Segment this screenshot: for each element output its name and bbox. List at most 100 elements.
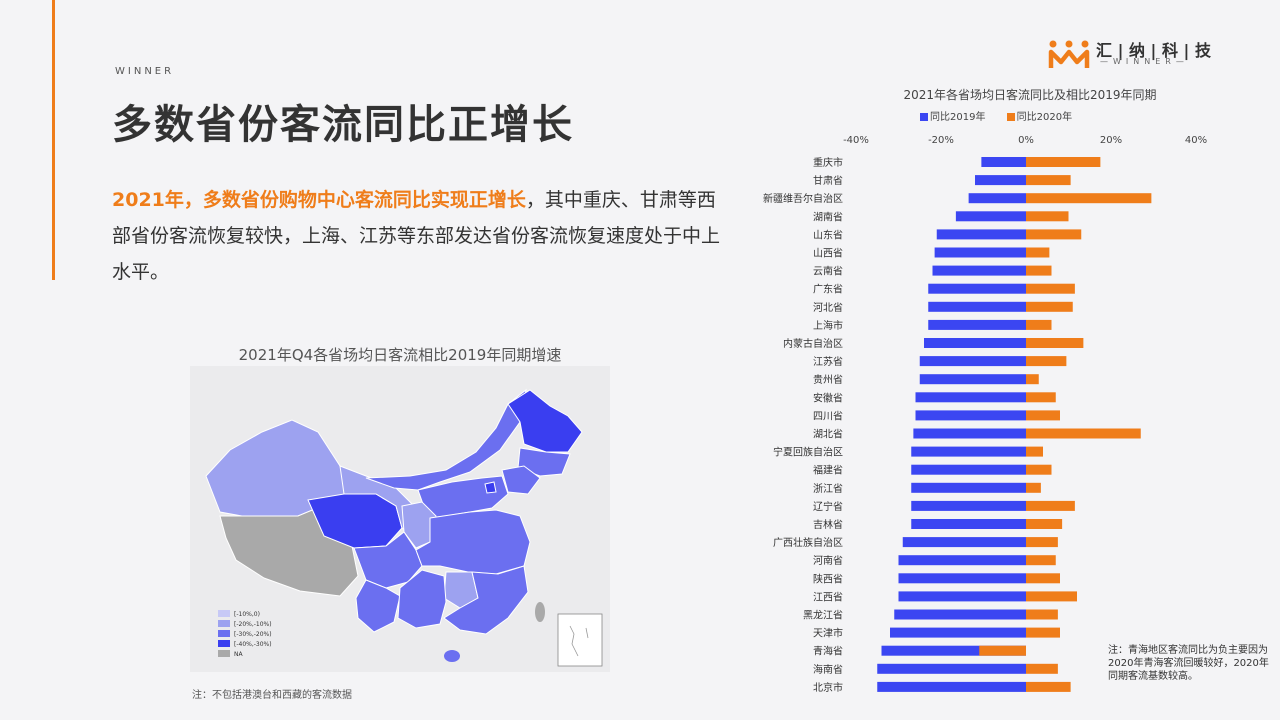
- bar-2019: [911, 464, 1026, 475]
- category-label: 江西省: [813, 590, 843, 603]
- region-southeast: [443, 565, 529, 635]
- bar-2020: [1026, 627, 1060, 638]
- region-guangxi: [397, 569, 447, 629]
- bar-2020: [1026, 211, 1069, 222]
- summary-paragraph: 2021年，多数省份购物中心客流同比实现正增长，其中重庆、甘肃等西部省份客流恢复…: [112, 182, 724, 290]
- chart-note: 注：青海地区客流同比为负主要因为2020年青海客流回暖较好，2020年同期客流基…: [1108, 645, 1269, 682]
- bar-2020: [1026, 555, 1056, 566]
- bar-2020: [1026, 428, 1141, 439]
- category-label: 山东省: [813, 228, 843, 241]
- category-label: 安徽省: [813, 391, 843, 404]
- bar-2020: [1026, 609, 1058, 620]
- bar-2019: [915, 392, 1026, 403]
- bar-2020: [1026, 338, 1084, 348]
- bar-2019: [928, 301, 1026, 312]
- category-label: 福建省: [813, 464, 843, 477]
- bar-2020: [1026, 319, 1052, 330]
- bar-2019: [919, 356, 1026, 367]
- bar-2019: [955, 211, 1026, 222]
- region-beijing: [484, 481, 497, 494]
- bar-2020: [1026, 500, 1075, 511]
- bar-2020: [1026, 157, 1101, 167]
- brand-label: WINNER: [115, 66, 175, 77]
- bar-2020: [1026, 392, 1056, 403]
- bar-2020: [1026, 482, 1041, 493]
- region-heilongjiang: [507, 389, 583, 453]
- bar-2019: [936, 229, 1026, 240]
- category-label: 宁夏回族自治区: [773, 446, 843, 459]
- company-logo: 汇 | 纳 | 科 | 技 —WINNER—: [1048, 38, 1218, 70]
- x-tick-label: -20%: [928, 135, 954, 146]
- category-label: 山西省: [813, 247, 843, 260]
- category-label: 甘肃省: [813, 174, 843, 187]
- bar-2019: [934, 247, 1026, 258]
- bar-2020: [1026, 663, 1058, 674]
- region-yunnan: [355, 579, 401, 633]
- bar-2019: [928, 319, 1026, 330]
- category-label: 广东省: [813, 283, 843, 296]
- category-label: 青海省: [813, 645, 843, 658]
- bar-2019: [928, 283, 1026, 294]
- category-label: 天津市: [813, 627, 843, 640]
- region-hainan: [444, 650, 460, 662]
- category-label: 内蒙古自治区: [783, 337, 843, 350]
- legend-label-2019: 同比2019年: [930, 112, 986, 123]
- bar-2020: [1026, 519, 1063, 529]
- bar-2020: [1026, 537, 1058, 548]
- bar-2020: [1026, 681, 1071, 692]
- bar-2020: [1026, 446, 1043, 457]
- category-label: 河北省: [813, 301, 843, 314]
- bar-2020: [1026, 229, 1082, 240]
- map-note: 注：不包括港澳台和西藏的客流数据: [192, 690, 352, 701]
- bar-2019: [881, 645, 1026, 656]
- bar-2020: [1026, 591, 1077, 602]
- map-legend: [-10%,0) [-20%,-10%) [-30%,-20%) [-40%,-…: [218, 610, 272, 658]
- legend-item-2019: 同比2019年: [920, 108, 985, 123]
- summary-rest: ，其中重庆、甘肃等西部省份客流恢复较快，上海、江苏等东部发达省份客流恢复速度处于…: [112, 189, 721, 283]
- legend-item-2020: 同比2020年: [1006, 108, 1073, 123]
- map-legend-1: [-20%,-10%): [234, 621, 272, 628]
- bar-2019: [894, 609, 1026, 620]
- logo-name: 汇 | 纳 | 科 | 技: [1096, 41, 1211, 60]
- bar-2020: [1026, 283, 1075, 294]
- category-label: 贵州省: [813, 373, 843, 386]
- bar-2019: [890, 627, 1026, 638]
- bar-2020: [979, 645, 1026, 656]
- category-label: 江苏省: [813, 355, 843, 368]
- bar-2019: [975, 175, 1026, 186]
- china-map-figure: [-10%,0) [-20%,-10%) [-30%,-20%) [-40%,-…: [205, 388, 603, 667]
- bar-2019: [911, 500, 1026, 511]
- summary-highlight: 2021年，多数省份购物中心客流同比实现正增长: [112, 189, 526, 211]
- category-label: 湖南省: [813, 210, 843, 223]
- category-label: 海南省: [813, 663, 843, 676]
- bar-2020: [1026, 464, 1052, 475]
- bar-2019: [932, 265, 1026, 276]
- china-map: [-10%,0) [-20%,-10%) [-30%,-20%) [-40%,-…: [190, 366, 610, 672]
- bar-2020: [1026, 175, 1071, 186]
- category-label: 河南省: [813, 554, 843, 567]
- bar-2019: [913, 428, 1026, 439]
- logo-mark-icon: [1048, 40, 1090, 68]
- bar-2020: [1026, 247, 1050, 258]
- bar-2019: [898, 555, 1026, 566]
- map-title: 2021年Q4各省场均日客流相比2019年同期增速: [238, 346, 562, 364]
- map-legend-2: [-30%,-20%): [234, 631, 272, 638]
- region-taiwan: [535, 602, 545, 622]
- bar-2019: [919, 374, 1026, 385]
- region-liaoning: [501, 465, 541, 495]
- category-label: 广西壮族自治区: [773, 536, 843, 549]
- accent-bar: [52, 0, 55, 280]
- page-title: 多数省份客流同比正增长: [112, 102, 574, 148]
- category-label: 上海市: [813, 319, 843, 332]
- map-legend-0: [-10%,0): [234, 611, 260, 618]
- category-label: 湖北省: [813, 428, 843, 441]
- legend-label-2020: 同比2020年: [1016, 112, 1073, 123]
- chart-title: 2021年各省场均日客流同比及相比2019年同期: [903, 88, 1157, 102]
- bar-2020: [1026, 301, 1073, 312]
- bar-2019: [877, 663, 1026, 674]
- bar-2019: [877, 681, 1026, 692]
- category-label: 陕西省: [813, 572, 843, 585]
- category-label: 辽宁省: [813, 500, 843, 513]
- category-label: 新疆维吾尔自治区: [763, 192, 843, 205]
